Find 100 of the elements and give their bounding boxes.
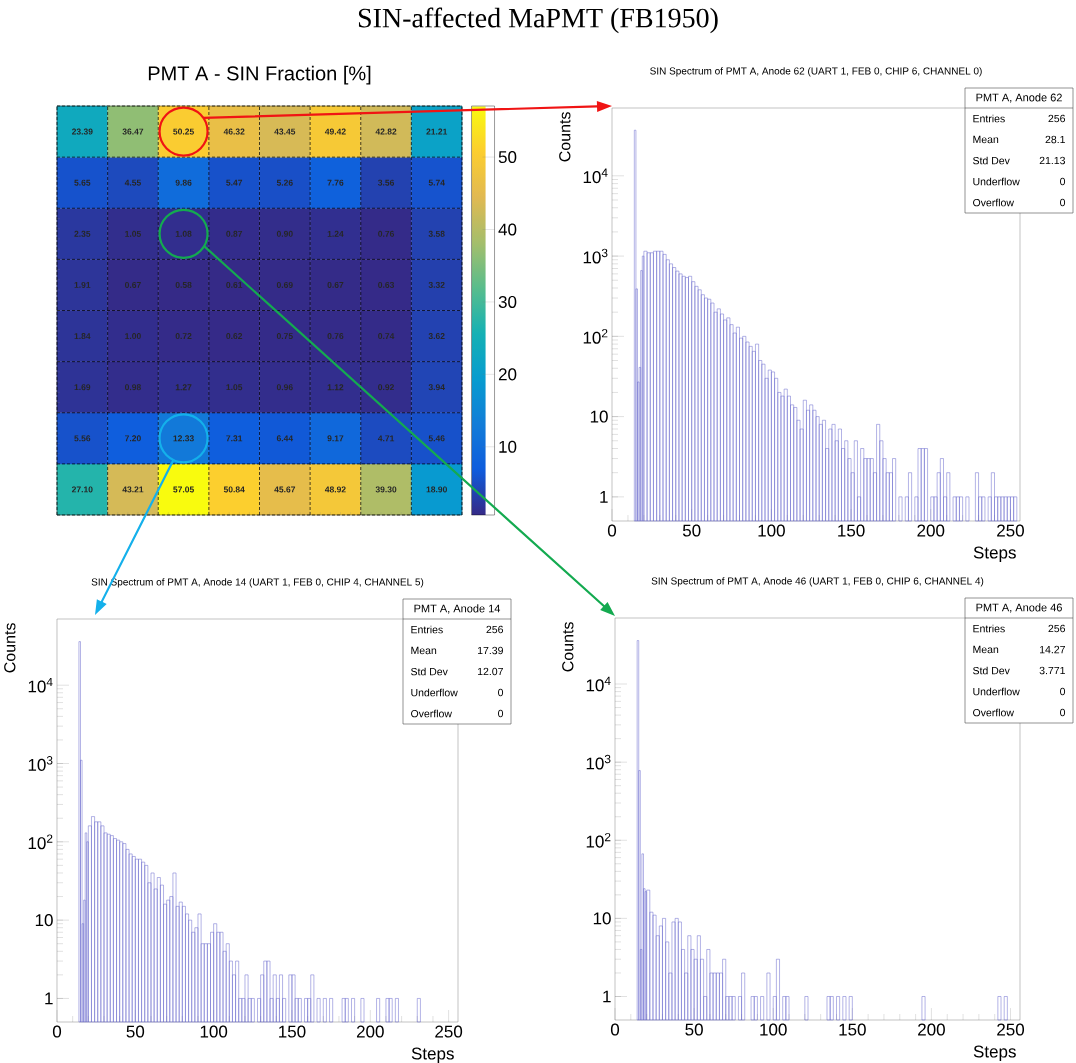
data-label: 9.17 <box>327 435 344 442</box>
y-tick-label: 1 <box>603 990 611 1003</box>
annotation: Underflow <box>973 177 1020 186</box>
color-bar-label: 10 <box>499 440 517 453</box>
annotation: Overflow <box>411 709 452 718</box>
data-label: 0.72 <box>175 333 192 340</box>
annotation: Mean <box>973 645 999 654</box>
annotation: Mean <box>411 646 437 655</box>
data-label: 46.32 <box>223 128 245 135</box>
data-label: 1.05 <box>125 230 141 237</box>
data-label: 3.32 <box>428 281 445 288</box>
y-tick-label: 10$^{3}$ <box>583 248 608 264</box>
data-label: 21.21 <box>426 128 448 135</box>
x-tick-label: 0 <box>607 524 617 537</box>
data-label: 0.75 <box>276 333 293 340</box>
data-label: 0.67 <box>327 281 344 288</box>
y-tick-label: 10$^{3}$ <box>586 754 611 770</box>
data-label: 5.47 <box>226 179 243 186</box>
x-axis-title: Steps <box>973 1045 1016 1061</box>
color-bar-label: 50 <box>498 151 517 164</box>
chart-title: SIN Spectrum of PMT A, Anode 62 (UART 1, FEB 0, CHIP 6, CHANNEL 0) <box>650 67 982 77</box>
x-tick-label: 50 <box>685 1023 703 1036</box>
x-tick-label: 150 <box>279 1025 306 1038</box>
x-tick-label: 200 <box>917 524 945 537</box>
data-label: 3.58 <box>428 230 445 237</box>
data-label: 1.69 <box>74 384 91 391</box>
x-tick-label: 100 <box>760 1023 787 1036</box>
data-label: 5.56 <box>74 435 91 442</box>
data-label: 1.08 <box>175 230 192 237</box>
text: PMT A, Anode 46 <box>976 603 1062 613</box>
text: 3.771 <box>1039 666 1065 675</box>
data-label: 1.12 <box>327 384 344 391</box>
x-tick-label: 100 <box>200 1025 228 1038</box>
annotation: Overflow <box>973 198 1014 207</box>
annotation: Std Dev <box>411 667 448 676</box>
data-label: 43.45 <box>274 128 296 135</box>
data-label: 1.00 <box>125 333 141 340</box>
data-label: 48.92 <box>324 486 346 493</box>
x-tick-label: 250 <box>997 524 1024 537</box>
chart-title: SIN Spectrum of PMT A, Anode 14 (UART 1, FEB 0, CHIP 4, CHANNEL 5) <box>91 578 424 588</box>
y-tick-label: 10$^{2}$ <box>28 834 53 850</box>
data-label: 1.84 <box>74 333 91 340</box>
text: 17.39 <box>478 646 503 655</box>
annotation: Underflow <box>411 688 458 697</box>
data-label: 0.92 <box>378 384 394 391</box>
data-label: 0.63 <box>378 281 395 288</box>
text: 256 <box>486 625 504 634</box>
data-label: 49.42 <box>324 128 346 135</box>
data-label: 50.84 <box>223 486 245 493</box>
data-label: 0.74 <box>378 333 395 340</box>
chart-title: SIN Spectrum of PMT A, Anode 46 (UART 1, FEB 0, CHIP 6, CHANNEL 4) <box>651 577 984 587</box>
x-tick-label: 250 <box>997 1023 1025 1036</box>
data-label: 5.74 <box>428 179 445 186</box>
data-label: 39.30 <box>375 486 397 493</box>
y-tick-label: 10$^{4}$ <box>586 676 611 692</box>
data-label: 0.61 <box>226 281 243 288</box>
data-label: 0.62 <box>226 333 243 340</box>
data-label: 0.67 <box>124 281 141 288</box>
annotation: Std Dev <box>973 666 1010 675</box>
chart-title: PMT A - SIN Fraction [%] <box>148 65 371 85</box>
data-label: 5.26 <box>276 179 293 186</box>
color-bar-label: 20 <box>498 368 517 381</box>
y-tick-label: 10$^{4}$ <box>28 677 53 693</box>
data-label: 18.90 <box>426 486 447 493</box>
x-tick-label: 0 <box>610 1023 620 1036</box>
data-label: 43.21 <box>122 486 144 493</box>
annotation: Mean <box>973 135 999 144</box>
text: 0 <box>498 709 504 718</box>
text: 14.27 <box>1040 645 1065 654</box>
data-label: 0.90 <box>276 230 293 237</box>
x-axis-title: Steps <box>973 546 1016 562</box>
text: 0 <box>1060 708 1066 717</box>
text: 256 <box>1048 114 1066 123</box>
text: SIN-affected MaPMT (FB1950) <box>358 7 718 34</box>
data-label: 4.55 <box>124 179 141 186</box>
data-label: 50.25 <box>173 128 194 135</box>
x-tick-label: 0 <box>52 1025 62 1038</box>
text: 0 <box>498 688 504 697</box>
text: 256 <box>1048 624 1066 633</box>
data-label: 12.33 <box>173 435 194 442</box>
y-tick-label: 10 <box>593 912 611 925</box>
annotation: Overflow <box>973 708 1014 717</box>
data-label: 5.46 <box>428 435 445 442</box>
data-label: 7.76 <box>327 179 344 186</box>
annotation: Underflow <box>973 687 1020 696</box>
y-tick-label: 10$^{4}$ <box>583 168 608 184</box>
text: 21.13 <box>1039 156 1066 165</box>
y-tick-label: 1 <box>45 992 53 1005</box>
text: 0 <box>1060 198 1066 207</box>
data-label: 0.76 <box>327 333 344 340</box>
x-tick-label: 150 <box>839 1023 866 1036</box>
data-label: 0.96 <box>276 384 293 391</box>
y-tick-label: 10$^{3}$ <box>28 756 53 771</box>
annotation: Entries <box>411 625 443 634</box>
x-tick-label: 100 <box>758 524 785 537</box>
y-axis-title: Counts <box>559 112 571 162</box>
data-label: 0.58 <box>175 281 192 288</box>
data-label: 3.94 <box>428 384 445 391</box>
text: 12.07 <box>478 667 503 676</box>
y-tick-label: 10$^{2}$ <box>583 328 608 344</box>
